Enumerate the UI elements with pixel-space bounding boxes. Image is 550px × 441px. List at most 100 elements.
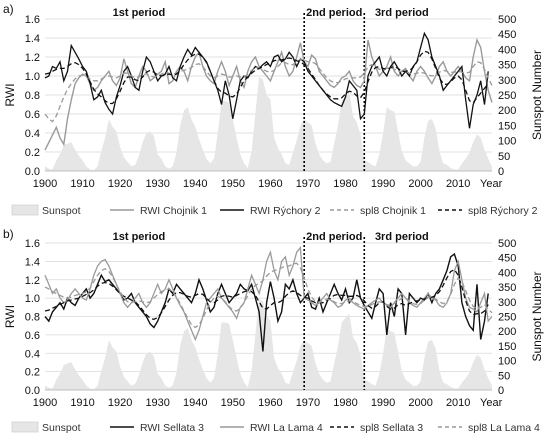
- y2-tick-label: 50: [498, 370, 510, 382]
- y-tick-label: 1.4: [25, 33, 40, 45]
- y-tick-label: 0.8: [25, 312, 40, 324]
- y-tick-label: 1.6: [25, 14, 40, 26]
- y2-tick-label: 150: [498, 341, 516, 353]
- legend-label: RWI Rýchory 2: [250, 205, 321, 217]
- period-label: 1st period: [113, 231, 166, 243]
- x-tick-label: 1900: [33, 178, 57, 190]
- x-tick-label: 1910: [70, 397, 94, 409]
- y2-tick-label: 250: [498, 90, 516, 102]
- legend-swatch-sunspot: [11, 421, 39, 433]
- y-tick-label: 0.4: [25, 348, 40, 360]
- y-tick-label: 0.8: [25, 90, 40, 102]
- x-tick-label: 1960: [258, 397, 282, 409]
- y2-tick-label: 350: [498, 282, 516, 294]
- y2-tick-label: 100: [498, 356, 516, 368]
- y-tick-label: 1.2: [25, 52, 40, 64]
- y2-tick-label: 350: [498, 60, 516, 72]
- x-tick-label: 1970: [296, 397, 320, 409]
- x-tick-label: 1960: [258, 178, 282, 190]
- legend-label: RWI Chojnik 1: [140, 205, 207, 217]
- y-tick-label: 0.6: [25, 330, 40, 342]
- x-unit-label: Year: [480, 397, 503, 409]
- y-tick-label: 1.2: [25, 275, 40, 287]
- y-tick-label: 0.0: [25, 385, 40, 397]
- y2-tick-label: 200: [498, 105, 516, 117]
- y-tick-label: 0.6: [25, 109, 40, 121]
- x-tick-label: 2010: [446, 397, 470, 409]
- period-label: 1st period: [113, 7, 166, 19]
- y2-tick-label: 400: [498, 267, 516, 279]
- panel-b: b) 1st period 2nd period 3rd period 0.0 0.2 0.…: [3, 227, 544, 434]
- x-tick-label: 2000: [408, 397, 432, 409]
- x-tick-label: 1910: [70, 178, 94, 190]
- y-tick-label: 1.6: [25, 238, 40, 250]
- y-tick-label: 1.0: [25, 71, 40, 83]
- y2-tick-label: 500: [498, 14, 516, 26]
- y2-tick-label: 0: [498, 166, 504, 178]
- x-tick-label: 1930: [145, 178, 169, 190]
- y-tick-label: 0.2: [25, 367, 40, 379]
- x-tick-label: 1970: [296, 178, 320, 190]
- legend-label: Sunspot: [42, 422, 81, 434]
- x-tick-label: 1990: [371, 397, 395, 409]
- y-tick-label: 0.2: [25, 147, 40, 159]
- y2-axis-title: Sunspot Number: [530, 50, 544, 140]
- legend-label: spl8 Chojnik 1: [360, 205, 426, 217]
- series-line-rwi-chojnik-1: [44, 37, 493, 151]
- x-tick-label: 1920: [108, 178, 132, 190]
- x-tick-label: 2000: [408, 178, 432, 190]
- legend-label: RWI Sellata 3: [140, 422, 204, 434]
- panel-label: b): [3, 227, 14, 241]
- sunspot-area: [45, 298, 492, 390]
- x-tick-label: 1940: [183, 397, 207, 409]
- period-label: 3rd period: [375, 7, 429, 19]
- y2-tick-label: 500: [498, 238, 516, 250]
- y2-tick-label: 200: [498, 326, 516, 338]
- x-tick-label: 1950: [221, 397, 245, 409]
- panel-a: a) 1st period 2nd period 3rd period 0.0 0.2 0.…: [3, 2, 544, 217]
- x-tick-label: 1950: [221, 178, 245, 190]
- legend-label: RWI La Lama 4: [250, 422, 323, 434]
- series-line-spl8-la-lama-4: [44, 262, 493, 329]
- sunspot-area: [45, 76, 492, 171]
- y2-tick-label: 100: [498, 136, 516, 148]
- x-tick-label: 2010: [446, 178, 470, 190]
- y2-tick-label: 300: [498, 297, 516, 309]
- x-unit-label: Year: [480, 178, 503, 190]
- y-tick-label: 1.4: [25, 256, 40, 268]
- x-tick-label: 1990: [371, 178, 395, 190]
- x-tick-label: 1980: [333, 397, 357, 409]
- series-line-rwi-la-lama-4: [44, 245, 493, 342]
- y2-tick-label: 0: [498, 385, 504, 397]
- legend: Sunspot RWI Sellata 3 RWI La Lama 4 spl8 Se…: [11, 421, 540, 434]
- series-line-spl8-sellata-3: [44, 268, 489, 320]
- series-line-spl8-chojnik-1: [44, 58, 493, 123]
- legend-label: spl8 Sellata 3: [360, 422, 423, 434]
- x-tick-label: 1900: [33, 397, 57, 409]
- y-tick-label: 1.0: [25, 293, 40, 305]
- legend-label: Sunspot: [42, 205, 81, 217]
- legend: Sunspot RWI Chojnik 1 RWI Rýchory 2 spl8 Ch…: [11, 204, 538, 217]
- series-line-spl8-r-chory-2: [44, 50, 489, 105]
- y2-axis-title: Sunspot Number: [530, 271, 544, 361]
- period-label: 2nd period: [306, 231, 362, 243]
- y-axis-title: RWI: [3, 305, 17, 328]
- legend-swatch-sunspot: [11, 204, 39, 216]
- series-line-rwi-r-chory-2: [44, 31, 489, 129]
- y2-tick-label: 150: [498, 120, 516, 132]
- x-tick-label: 1980: [333, 178, 357, 190]
- legend-label: spl8 La Lama 4: [468, 422, 540, 434]
- y2-tick-label: 250: [498, 312, 516, 324]
- y2-tick-label: 400: [498, 44, 516, 56]
- y2-tick-label: 450: [498, 253, 516, 265]
- y-axis-title: RWI: [3, 83, 17, 106]
- x-tick-label: 1920: [108, 397, 132, 409]
- x-tick-label: 1940: [183, 178, 207, 190]
- period-label: 3rd period: [375, 231, 429, 243]
- y2-tick-label: 300: [498, 75, 516, 87]
- panel-label: a): [3, 2, 14, 16]
- x-tick-label: 1930: [145, 397, 169, 409]
- y2-tick-label: 50: [498, 151, 510, 163]
- period-label: 2nd period: [306, 7, 362, 19]
